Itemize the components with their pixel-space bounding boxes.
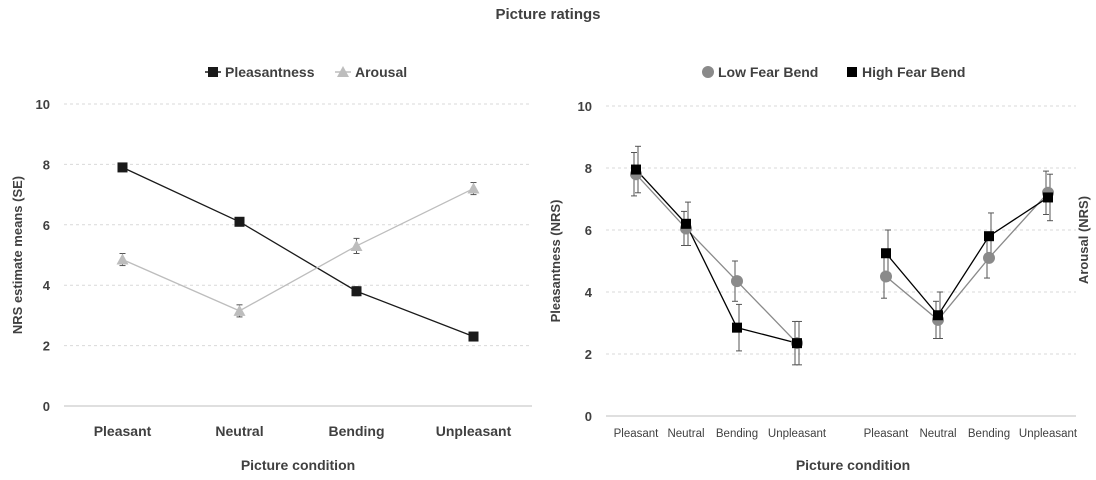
left-y-tick-label: 10: [36, 97, 50, 112]
left-y-tick-label: 6: [43, 218, 50, 233]
right-pleasantness-x-tick-label: Pleasant: [614, 428, 660, 440]
right-pleasantness-point: [731, 275, 743, 288]
left-chart: 0 2 4 6 8 10 Pleasant Neutral Bending Unpleasant P…: [10, 64, 532, 473]
left-point: [350, 239, 363, 251]
left-y-tick-label: 8: [43, 157, 50, 172]
left-point: [351, 286, 362, 297]
left-y-axis-title: NRS estimate means (SE): [10, 176, 25, 334]
right-arousal-line-0: [885, 192, 1049, 321]
left-point: [117, 162, 128, 173]
right-arousal-x-tick-label: Neutral: [919, 428, 956, 440]
right-arousal-point: [983, 251, 995, 264]
right-legend-label-0: Low Fear Bend: [718, 64, 818, 80]
right-arousal-x-tick-label: Pleasant: [864, 428, 910, 440]
right-y-tick-label: 2: [585, 347, 592, 362]
right-y-tick-label: 4: [585, 285, 593, 300]
left-legend-marker-1: [337, 66, 349, 77]
right-arousal-x-tick-label: Unpleasant: [1019, 428, 1078, 440]
left-x-tick-label: Unpleasant: [436, 423, 512, 439]
left-legend-label-0: Pleasantness: [225, 64, 315, 80]
right-arousal-point: [984, 231, 994, 242]
left-legend-label-1: Arousal: [355, 64, 407, 80]
left-point: [116, 253, 129, 265]
figure-title: Picture ratings: [495, 6, 601, 23]
left-x-tick-label: Neutral: [215, 423, 263, 439]
right-x-axis-title: Picture condition: [796, 457, 910, 473]
right-pleasantness-x-tick-label: Bending: [716, 428, 758, 440]
right-pleasantness-line-0: [635, 173, 798, 344]
right-legend-marker-1: [847, 67, 857, 77]
right-arousal-point: [933, 310, 943, 321]
right-arousal-x-tick-label: Bending: [968, 428, 1010, 440]
right-pleasantness-point: [681, 218, 691, 229]
left-y-tick-label: 2: [43, 339, 50, 354]
right-y-tick-label: 6: [585, 223, 592, 238]
left-series-line-1: [122, 187, 474, 312]
right-y-tick-label: 0: [585, 409, 592, 424]
right-pleasantness-point: [732, 322, 742, 333]
right-pleasantness-point: [792, 338, 802, 349]
left-x-tick-label: Bending: [329, 423, 385, 439]
left-y-tick-label: 4: [43, 278, 51, 293]
left-legend-marker-0: [208, 67, 218, 77]
right-pleasantness-line-1: [635, 169, 798, 344]
right-pleasantness-point: [631, 164, 641, 175]
right-legend-marker-0: [702, 66, 714, 78]
right-pleasantness-x-tick-label: Neutral: [667, 428, 704, 440]
left-point: [468, 331, 479, 342]
right-y-tick-label: 10: [578, 99, 592, 114]
left-x-axis-title: Picture condition: [241, 457, 355, 473]
left-y-tick-label: 0: [43, 399, 50, 414]
right-left-y-axis-title: Pleasantness (NRS): [548, 200, 563, 323]
right-arousal-point: [880, 270, 892, 283]
right-legend-label-1: High Fear Bend: [862, 64, 965, 80]
right-arousal-point: [881, 248, 891, 259]
left-point: [467, 182, 480, 194]
right-arousal-line-1: [885, 196, 1049, 317]
right-right-y-axis-title: Arousal (NRS): [1076, 196, 1091, 284]
right-pleasantness-x-tick-label: Unpleasant: [768, 428, 827, 440]
left-x-tick-label: Pleasant: [94, 423, 152, 439]
left-point: [233, 304, 246, 316]
left-series-line-0: [122, 166, 474, 338]
right-y-tick-label: 8: [585, 161, 592, 176]
left-point: [234, 216, 245, 227]
right-arousal-point: [1043, 192, 1053, 203]
